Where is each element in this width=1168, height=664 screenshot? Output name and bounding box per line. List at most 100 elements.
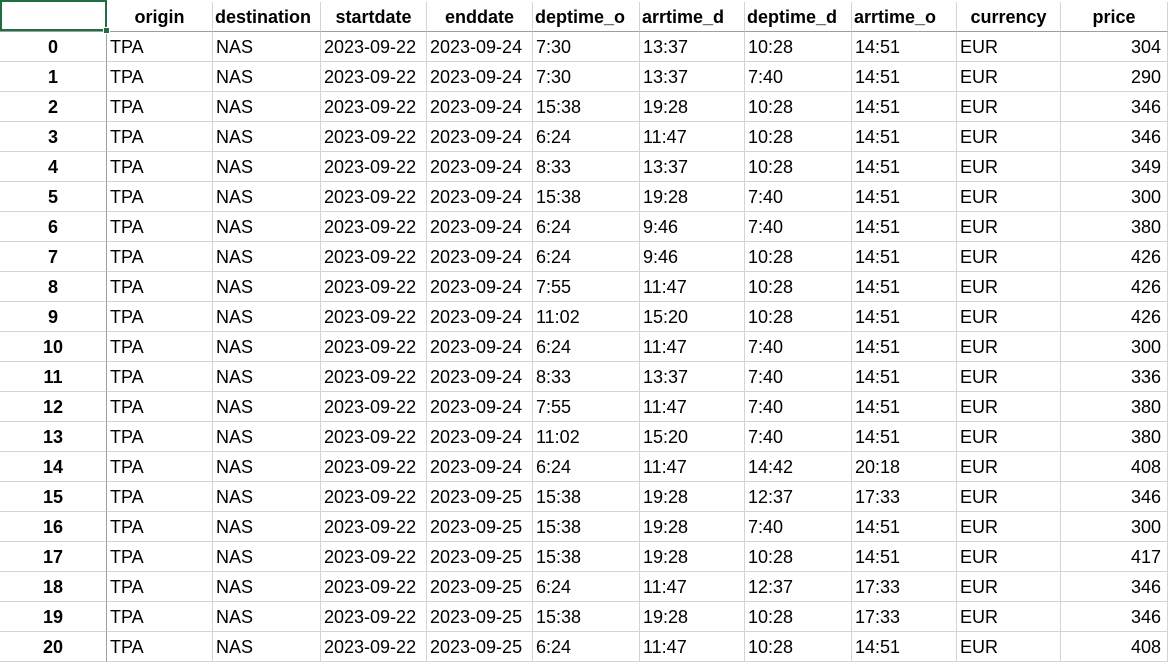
cell-enddate[interactable]: 2023-09-24 — [427, 392, 533, 422]
cell-deptime-d[interactable]: 7:40 — [745, 332, 852, 362]
cell-price[interactable]: 346 — [1061, 122, 1168, 152]
cell-arrtime-o[interactable]: 14:51 — [852, 272, 957, 302]
cell-deptime-d[interactable]: 10:28 — [745, 122, 852, 152]
cell-deptime-o[interactable]: 11:02 — [533, 422, 640, 452]
cell-deptime-d[interactable]: 10:28 — [745, 632, 852, 662]
cell-startdate[interactable]: 2023-09-22 — [321, 572, 427, 602]
row-index-cell[interactable]: 10 — [0, 332, 107, 362]
cell-startdate[interactable]: 2023-09-22 — [321, 182, 427, 212]
cell-origin[interactable]: TPA — [107, 362, 213, 392]
row-index-cell[interactable]: 17 — [0, 542, 107, 572]
cell-origin[interactable]: TPA — [107, 62, 213, 92]
cell-arrtime-d[interactable]: 15:20 — [640, 422, 745, 452]
cell-price[interactable]: 346 — [1061, 572, 1168, 602]
cell-price[interactable]: 380 — [1061, 212, 1168, 242]
cell-origin[interactable]: TPA — [107, 512, 213, 542]
cell-currency[interactable]: EUR — [957, 332, 1061, 362]
cell-price[interactable]: 304 — [1061, 32, 1168, 62]
cell-origin[interactable]: TPA — [107, 182, 213, 212]
cell-startdate[interactable]: 2023-09-22 — [321, 332, 427, 362]
cell-deptime-o[interactable]: 15:38 — [533, 482, 640, 512]
cell-arrtime-d[interactable]: 13:37 — [640, 152, 745, 182]
cell-enddate[interactable]: 2023-09-24 — [427, 302, 533, 332]
cell-arrtime-d[interactable]: 19:28 — [640, 542, 745, 572]
cell-arrtime-d[interactable]: 19:28 — [640, 482, 745, 512]
cell-price[interactable]: 380 — [1061, 392, 1168, 422]
row-index-cell[interactable]: 4 — [0, 152, 107, 182]
cell-deptime-o[interactable]: 6:24 — [533, 122, 640, 152]
row-index-cell[interactable]: 8 — [0, 272, 107, 302]
cell-arrtime-d[interactable]: 15:20 — [640, 302, 745, 332]
cell-deptime-o[interactable]: 15:38 — [533, 542, 640, 572]
cell-origin[interactable]: TPA — [107, 32, 213, 62]
cell-price[interactable]: 346 — [1061, 602, 1168, 632]
cell-deptime-d[interactable]: 7:40 — [745, 392, 852, 422]
cell-arrtime-o[interactable]: 17:33 — [852, 572, 957, 602]
cell-enddate[interactable]: 2023-09-24 — [427, 152, 533, 182]
row-index-cell[interactable]: 15 — [0, 482, 107, 512]
cell-currency[interactable]: EUR — [957, 62, 1061, 92]
row-index-cell[interactable]: 11 — [0, 362, 107, 392]
cell-price[interactable]: 349 — [1061, 152, 1168, 182]
cell-price[interactable]: 408 — [1061, 632, 1168, 662]
cell-currency[interactable]: EUR — [957, 422, 1061, 452]
row-index-cell[interactable]: 19 — [0, 602, 107, 632]
cell-arrtime-o[interactable]: 14:51 — [852, 302, 957, 332]
cell-price[interactable]: 426 — [1061, 272, 1168, 302]
cell-arrtime-o[interactable]: 20:18 — [852, 452, 957, 482]
cell-enddate[interactable]: 2023-09-24 — [427, 122, 533, 152]
cell-deptime-o[interactable]: 8:33 — [533, 152, 640, 182]
row-index-cell[interactable]: 20 — [0, 632, 107, 662]
cell-arrtime-d[interactable]: 19:28 — [640, 92, 745, 122]
cell-destination[interactable]: NAS — [213, 242, 321, 272]
cell-startdate[interactable]: 2023-09-22 — [321, 242, 427, 272]
cell-origin[interactable]: TPA — [107, 302, 213, 332]
row-index-cell[interactable]: 14 — [0, 452, 107, 482]
cell-arrtime-d[interactable]: 13:37 — [640, 32, 745, 62]
cell-currency[interactable]: EUR — [957, 92, 1061, 122]
cell-enddate[interactable]: 2023-09-24 — [427, 362, 533, 392]
cell-destination[interactable]: NAS — [213, 542, 321, 572]
cell-deptime-d[interactable]: 10:28 — [745, 302, 852, 332]
cell-startdate[interactable]: 2023-09-22 — [321, 302, 427, 332]
cell-deptime-d[interactable]: 10:28 — [745, 32, 852, 62]
cell-startdate[interactable]: 2023-09-22 — [321, 392, 427, 422]
cell-price[interactable]: 426 — [1061, 242, 1168, 272]
cell-deptime-o[interactable]: 7:55 — [533, 272, 640, 302]
cell-startdate[interactable]: 2023-09-22 — [321, 122, 427, 152]
cell-deptime-d[interactable]: 10:28 — [745, 542, 852, 572]
row-index-cell[interactable]: 0 — [0, 32, 107, 62]
cell-currency[interactable]: EUR — [957, 602, 1061, 632]
cell-enddate[interactable]: 2023-09-24 — [427, 242, 533, 272]
cell-destination[interactable]: NAS — [213, 482, 321, 512]
cell-currency[interactable]: EUR — [957, 182, 1061, 212]
cell-destination[interactable]: NAS — [213, 152, 321, 182]
cell-startdate[interactable]: 2023-09-22 — [321, 32, 427, 62]
cell-price[interactable]: 380 — [1061, 422, 1168, 452]
cell-enddate[interactable]: 2023-09-25 — [427, 512, 533, 542]
cell-startdate[interactable]: 2023-09-22 — [321, 422, 427, 452]
cell-arrtime-d[interactable]: 19:28 — [640, 182, 745, 212]
cell-price[interactable]: 336 — [1061, 362, 1168, 392]
cell-enddate[interactable]: 2023-09-24 — [427, 452, 533, 482]
cell-price[interactable]: 300 — [1061, 512, 1168, 542]
cell-startdate[interactable]: 2023-09-22 — [321, 212, 427, 242]
cell-startdate[interactable]: 2023-09-22 — [321, 542, 427, 572]
cell-currency[interactable]: EUR — [957, 392, 1061, 422]
cell-deptime-o[interactable]: 6:24 — [533, 332, 640, 362]
cell-deptime-d[interactable]: 12:37 — [745, 572, 852, 602]
cell-destination[interactable]: NAS — [213, 272, 321, 302]
cell-origin[interactable]: TPA — [107, 452, 213, 482]
cell-startdate[interactable]: 2023-09-22 — [321, 482, 427, 512]
cell-deptime-o[interactable]: 15:38 — [533, 512, 640, 542]
cell-currency[interactable]: EUR — [957, 302, 1061, 332]
cell-price[interactable]: 300 — [1061, 332, 1168, 362]
cell-origin[interactable]: TPA — [107, 92, 213, 122]
column-header-currency[interactable]: currency — [957, 2, 1061, 32]
column-header-deptime-o[interactable]: deptime_o — [533, 2, 640, 32]
cell-deptime-d[interactable]: 7:40 — [745, 512, 852, 542]
cell-destination[interactable]: NAS — [213, 422, 321, 452]
row-index-cell[interactable]: 18 — [0, 572, 107, 602]
cell-deptime-d[interactable]: 10:28 — [745, 602, 852, 632]
